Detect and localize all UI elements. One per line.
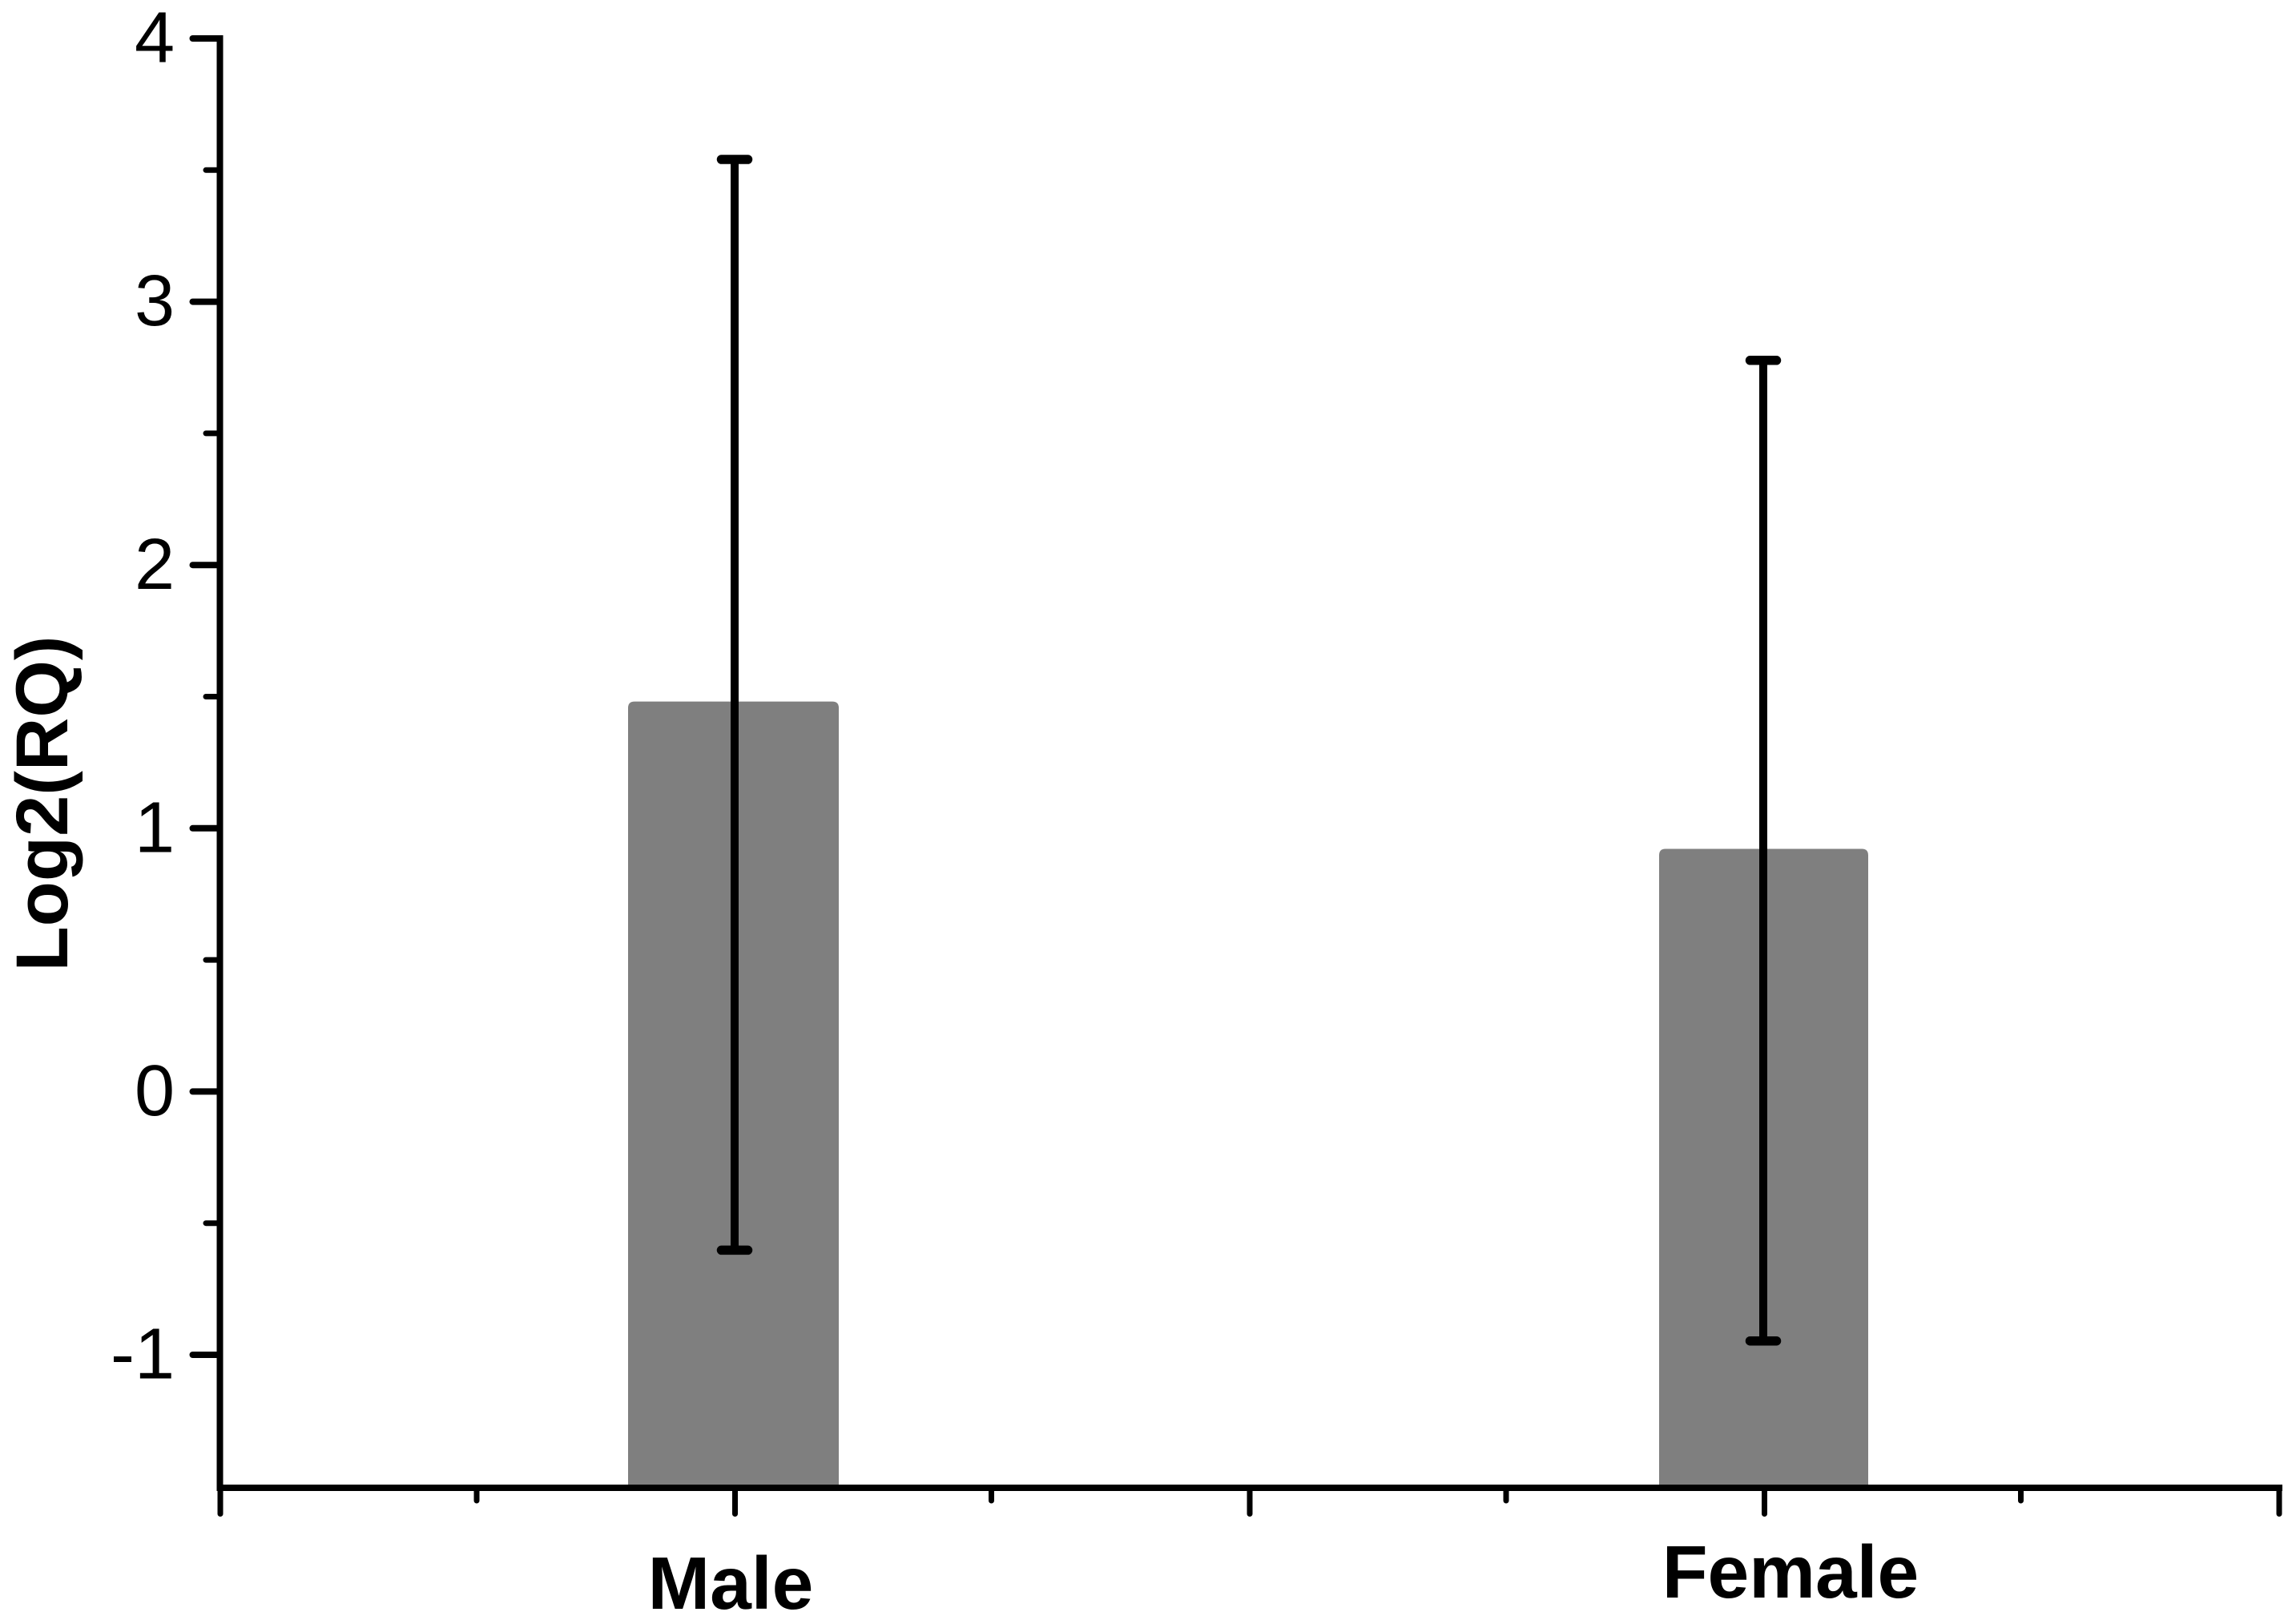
svg-text:-1: -1 [111,1315,175,1395]
svg-text:Male: Male [648,1541,814,1624]
svg-text:3: 3 [135,261,175,341]
svg-text:0: 0 [135,1051,175,1131]
svg-text:Log2(RQ): Log2(RQ) [2,635,83,971]
svg-text:4: 4 [135,0,175,79]
svg-text:1: 1 [135,788,175,868]
svg-text:2: 2 [135,525,175,605]
svg-text:Female: Female [1662,1530,1919,1614]
